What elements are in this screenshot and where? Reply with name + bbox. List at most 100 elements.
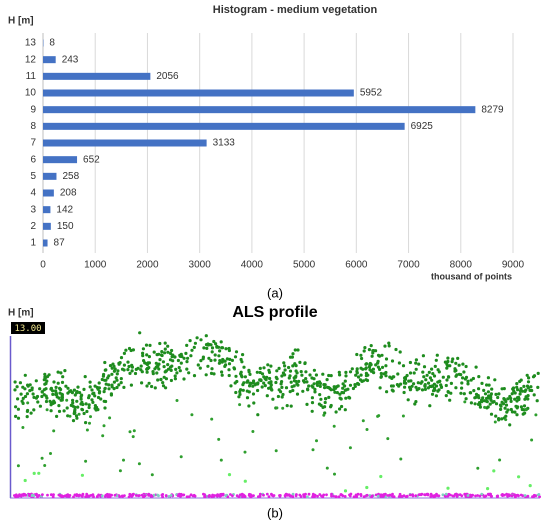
profile-point: [161, 354, 164, 357]
data-label: 142: [56, 204, 73, 215]
profile-point: [324, 401, 327, 404]
ground-point: [15, 493, 18, 496]
profile-point: [267, 381, 270, 384]
profile-point: [209, 359, 212, 362]
profile-point: [330, 388, 333, 391]
profile-point: [238, 390, 241, 393]
ground-point: [74, 494, 77, 497]
profile-point: [497, 392, 500, 395]
profile-point: [267, 369, 270, 372]
profile-point: [114, 367, 117, 370]
ground-point: [291, 495, 294, 498]
profile-point: [275, 406, 278, 409]
profile-point: [472, 389, 475, 392]
profile-point: [321, 406, 324, 409]
profile-point: [319, 398, 322, 401]
profile-point: [330, 374, 333, 377]
profile-point: [128, 372, 131, 375]
profile-point: [501, 401, 504, 404]
ground-point: [388, 494, 391, 497]
profile-point: [359, 378, 362, 381]
profile-point: [107, 383, 110, 386]
profile-point: [293, 384, 296, 387]
profile-point: [445, 363, 448, 366]
profile-point: [197, 363, 200, 366]
profile-point: [315, 439, 318, 442]
profile-point: [145, 353, 148, 356]
chart-title: Histogram - medium vegetation: [213, 4, 378, 16]
x-tick-label: 3000: [189, 260, 212, 271]
profile-point: [487, 394, 490, 397]
ground-point: [96, 495, 99, 498]
profile-point: [313, 388, 316, 391]
profile-point: [363, 346, 366, 349]
profile-point: [170, 365, 173, 368]
profile-point: [287, 366, 290, 369]
profile-point: [288, 376, 291, 379]
profile-point: [396, 372, 399, 375]
profile-point: [349, 370, 352, 373]
profile-point: [402, 415, 405, 418]
profile-point: [247, 404, 250, 407]
profile-point: [174, 368, 177, 371]
profile-point: [458, 364, 461, 367]
ground-point: [231, 494, 234, 497]
profile-point: [155, 371, 158, 374]
ground-point: [262, 494, 265, 497]
y-tick-label: 7: [30, 138, 36, 149]
profile-point: [300, 374, 303, 377]
profile-point: [456, 357, 459, 360]
profile-point: [259, 367, 262, 370]
profile-point: [361, 368, 364, 371]
profile-point: [138, 462, 141, 465]
profile-point: [224, 363, 227, 366]
profile-point: [193, 346, 196, 349]
profile-point: [482, 389, 485, 392]
ground-point: [483, 495, 486, 498]
profile-point: [41, 390, 44, 393]
y-tick-label: 1: [30, 238, 36, 249]
profile-point: [199, 367, 202, 370]
profile-point: [43, 378, 46, 381]
profile-point: [445, 394, 448, 397]
profile-point: [254, 383, 257, 386]
ground-point: [435, 493, 438, 496]
ground-point: [500, 494, 503, 497]
profile-point: [413, 371, 416, 374]
profile-point: [344, 371, 347, 374]
ground-point: [268, 495, 271, 498]
ground-point: [161, 496, 164, 499]
profile-point: [117, 383, 120, 386]
profile-point: [262, 366, 265, 369]
x-tick-label: 8000: [450, 260, 473, 271]
profile-point: [487, 390, 490, 393]
profile-point: [63, 369, 66, 372]
ground-point: [480, 493, 483, 496]
profile-point: [164, 348, 167, 351]
profile-point: [226, 357, 229, 360]
profile-point: [431, 393, 434, 396]
profile-point: [428, 404, 431, 407]
profile-point: [289, 356, 292, 359]
ground-point: [286, 493, 289, 496]
profile-point: [82, 388, 85, 391]
profile-point: [139, 368, 142, 371]
profile-point: [218, 362, 221, 365]
profile-point: [447, 375, 450, 378]
profile-point: [517, 475, 520, 478]
ground-point: [334, 495, 337, 498]
profile-point: [510, 400, 513, 403]
profile-point: [78, 413, 81, 416]
profile-point: [126, 368, 129, 371]
profile-point: [365, 486, 368, 489]
profile-point: [399, 383, 402, 386]
caption: (a): [267, 285, 283, 300]
ground-point: [391, 493, 394, 496]
profile-point: [399, 350, 402, 353]
profile-point: [65, 399, 68, 402]
profile-point: [145, 344, 148, 347]
profile-point: [76, 386, 79, 389]
profile-point: [184, 352, 187, 355]
profile-point: [498, 459, 501, 462]
profile-point: [202, 356, 205, 359]
